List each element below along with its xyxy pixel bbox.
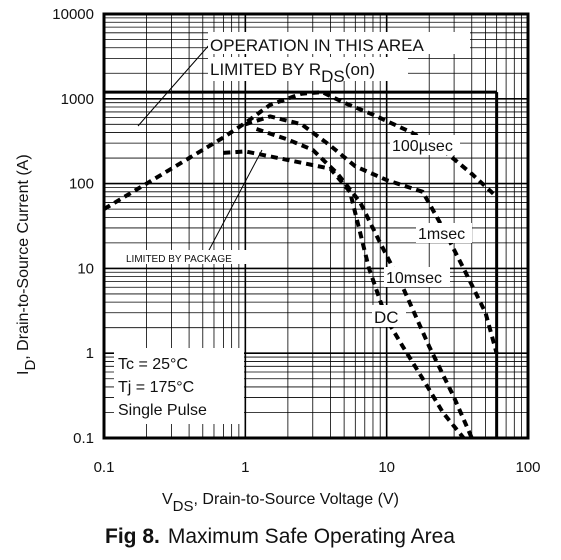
rds-annotation-bg2 (208, 57, 408, 81)
y-axis-label-sub: D (22, 360, 39, 371)
series-line-4 (223, 149, 466, 440)
plot-frame (102, 12, 530, 440)
label-1msec: 1msec (418, 226, 465, 243)
y-tick-label: 10 (77, 260, 94, 277)
y-axis-label: ID, Drain-to-Source Current (A) (15, 154, 39, 375)
x-tick-label: 1 (241, 459, 249, 476)
package-annotation-bg (124, 250, 264, 264)
label-bg-dc (372, 305, 406, 327)
rds-leader-line (137, 43, 211, 127)
x-axis-label-rest: , Drain-to-Source Voltage (V) (194, 491, 399, 508)
label-bg-1ms (416, 223, 472, 243)
y-axis-label-main: I (15, 371, 32, 375)
label-bg-100us (390, 135, 460, 155)
y-tick-label: 100 (69, 176, 94, 193)
conditions-bg (114, 348, 244, 424)
rds-annotation-sub: DS (321, 67, 345, 86)
y-tick-label: 10000 (52, 6, 94, 23)
series-line-2 (244, 114, 499, 354)
rds-annotation-line1: OPERATION IN THIS AREA (210, 36, 424, 55)
label-100usec: 100µsec (392, 138, 453, 155)
figure-caption: Fig 8. Maximum Safe Operating Area (105, 525, 455, 548)
condition-pulse: Single Pulse (118, 402, 207, 419)
package-annotation: LIMITED BY PACKAGE (126, 254, 232, 265)
rds-annotation-paren: (on) (345, 60, 375, 79)
rds-annotation-line2: LIMITED BY RDS(on) (210, 60, 375, 86)
figure-caption-text: Maximum Safe Operating Area (168, 525, 455, 548)
x-axis-label-sub: DS (173, 498, 194, 515)
package-leader-line (207, 149, 263, 253)
x-tick-label: 10 (378, 459, 395, 476)
x-axis-label-main: V (162, 491, 173, 508)
condition-tj: Tj = 175°C (118, 379, 194, 396)
condition-tc: Tc = 25°C (118, 356, 188, 373)
x-tick-label: 100 (515, 459, 540, 476)
label-10msec: 10msec (386, 270, 442, 287)
label-dc: DC (374, 308, 399, 327)
y-tick-label: 1 (86, 345, 94, 362)
figure-caption-number: Fig 8. (105, 525, 160, 548)
y-axis-label-rest: , Drain-to-Source Current (A) (15, 154, 32, 359)
x-axis-label: VDS, Drain-to-Source Voltage (V) (162, 491, 399, 515)
x-tick-label: 0.1 (94, 459, 115, 476)
tick-labels: 0.1 1 10 100 0.1 1 10 100 1000 10000 (52, 6, 540, 476)
label-bg-10ms (384, 267, 450, 287)
y-tick-label: 0.1 (73, 430, 94, 447)
rds-annotation-bg (208, 32, 470, 54)
y-tick-label: 1000 (61, 91, 94, 108)
rds-annotation-prefix: LIMITED BY R (210, 60, 321, 79)
